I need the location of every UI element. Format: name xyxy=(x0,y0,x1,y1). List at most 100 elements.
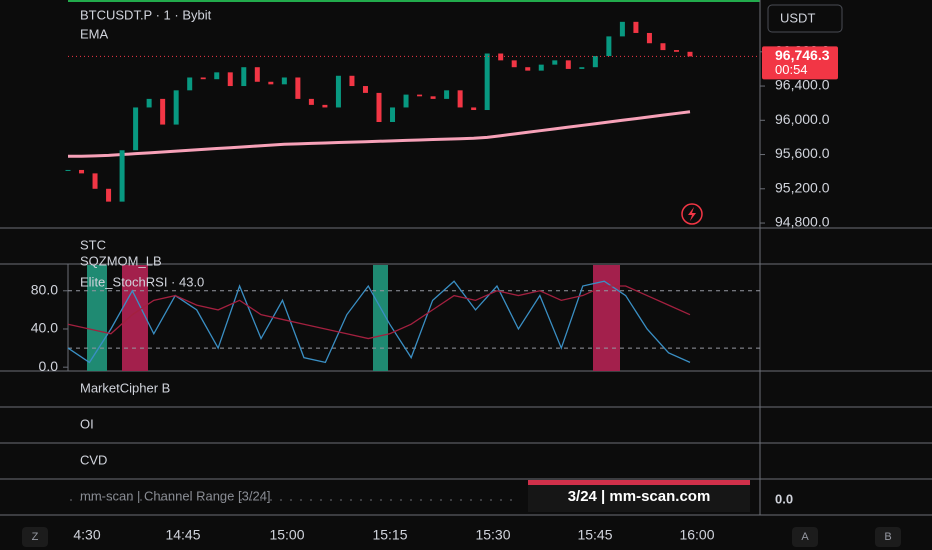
candle xyxy=(133,107,139,151)
candle xyxy=(322,104,328,108)
candle xyxy=(471,107,477,111)
candle xyxy=(538,64,544,71)
candle xyxy=(146,98,152,108)
banner-text: 3/24 | mm-scan.com xyxy=(568,488,711,505)
price-label: 96,746.3 xyxy=(775,47,830,63)
button[interactable] xyxy=(792,527,818,547)
candle xyxy=(511,60,517,68)
x-tick-label: 14:45 xyxy=(165,527,200,543)
top-bar xyxy=(68,0,760,2)
candle xyxy=(633,21,639,33)
candle xyxy=(579,67,585,69)
x-tick-label: 15:45 xyxy=(577,527,612,543)
signal-zone xyxy=(122,265,148,371)
candle xyxy=(227,72,233,87)
candle xyxy=(673,50,679,52)
currency-button[interactable] xyxy=(767,4,843,33)
countdown: 00:54 xyxy=(775,62,808,77)
candle xyxy=(119,150,125,202)
candle xyxy=(362,86,368,93)
pane-title: OI xyxy=(80,416,94,431)
x-tick-label: 15:15 xyxy=(372,527,407,543)
candle xyxy=(687,51,693,57)
y-tick-label: 95,200.0 xyxy=(775,179,830,195)
candle xyxy=(281,77,287,85)
bottom-bar xyxy=(0,522,932,550)
candle xyxy=(498,53,504,61)
candle xyxy=(254,67,260,82)
banner-stripe xyxy=(528,480,750,485)
pane-title: MarketCipher B xyxy=(80,380,170,395)
candle xyxy=(619,21,625,37)
candle xyxy=(308,98,314,105)
pane-title: SQZMOM_LB xyxy=(80,253,162,268)
banner xyxy=(528,480,750,512)
x-tick-label: 15:30 xyxy=(475,527,510,543)
x-tick-label: 15:00 xyxy=(269,527,304,543)
y-tick-label: 0.0 xyxy=(39,358,59,374)
button-label[interactable]: A xyxy=(801,531,809,543)
candle xyxy=(349,75,355,87)
candle xyxy=(606,36,612,57)
candle xyxy=(335,75,341,108)
y-tick-label: 96,400.0 xyxy=(775,77,830,93)
y-tick-label: 96,000.0 xyxy=(775,111,830,127)
candle xyxy=(187,77,193,91)
candle xyxy=(173,90,179,125)
stoch-line xyxy=(67,285,691,340)
candle xyxy=(403,94,409,108)
y-tick-label: 40.0 xyxy=(31,320,58,336)
candle xyxy=(79,169,85,174)
candle xyxy=(417,94,423,97)
candle xyxy=(160,98,166,125)
pane-title: mm-scan | Channel Range [3/24] xyxy=(80,488,271,503)
candle xyxy=(92,173,98,189)
ema-line xyxy=(68,110,691,158)
y-tick-label: 95,600.0 xyxy=(775,145,830,161)
y-tick-label: 80.0 xyxy=(31,281,58,297)
candle xyxy=(565,60,571,69)
candle xyxy=(390,107,396,123)
x-tick-label: 16:00 xyxy=(679,527,714,543)
candle xyxy=(65,169,71,171)
price-label-box xyxy=(762,46,838,80)
button-label[interactable]: B xyxy=(884,531,891,543)
candle xyxy=(268,81,274,85)
symbol-title: BTCUSDT.P · 1 · Bybit xyxy=(80,7,212,22)
candle xyxy=(552,60,558,65)
alert-icon[interactable] xyxy=(681,203,703,225)
candle xyxy=(660,43,666,51)
candle xyxy=(646,32,652,44)
candle xyxy=(106,188,112,202)
candle xyxy=(444,90,450,99)
candle xyxy=(525,67,531,71)
candle xyxy=(200,77,206,80)
pane-title: CVD xyxy=(80,452,107,467)
currency-label[interactable]: USDT xyxy=(780,10,815,25)
alert-icon-bolt[interactable] xyxy=(688,207,696,221)
candle xyxy=(592,56,598,68)
candle xyxy=(295,77,301,99)
stoch-line xyxy=(67,280,691,364)
candle xyxy=(457,90,463,108)
y-tick-label: 94,800.0 xyxy=(775,214,830,230)
indicator-name: EMA xyxy=(80,26,109,41)
candle xyxy=(484,53,490,111)
candle xyxy=(376,92,382,123)
pane-title: Elite_StochRSI · 43.0 xyxy=(80,274,204,289)
signal-zone xyxy=(593,265,620,371)
axis-value: 0.0 xyxy=(775,491,793,506)
signal-zone xyxy=(87,265,107,371)
button[interactable] xyxy=(22,527,48,547)
x-tick-label: 4:30 xyxy=(73,527,100,543)
candle xyxy=(430,96,436,99)
button-label[interactable]: Z xyxy=(32,531,39,543)
button[interactable] xyxy=(875,527,901,547)
candle xyxy=(241,67,247,87)
signal-zone xyxy=(373,265,388,371)
candle xyxy=(214,72,220,80)
pane-title: STC xyxy=(80,237,106,252)
